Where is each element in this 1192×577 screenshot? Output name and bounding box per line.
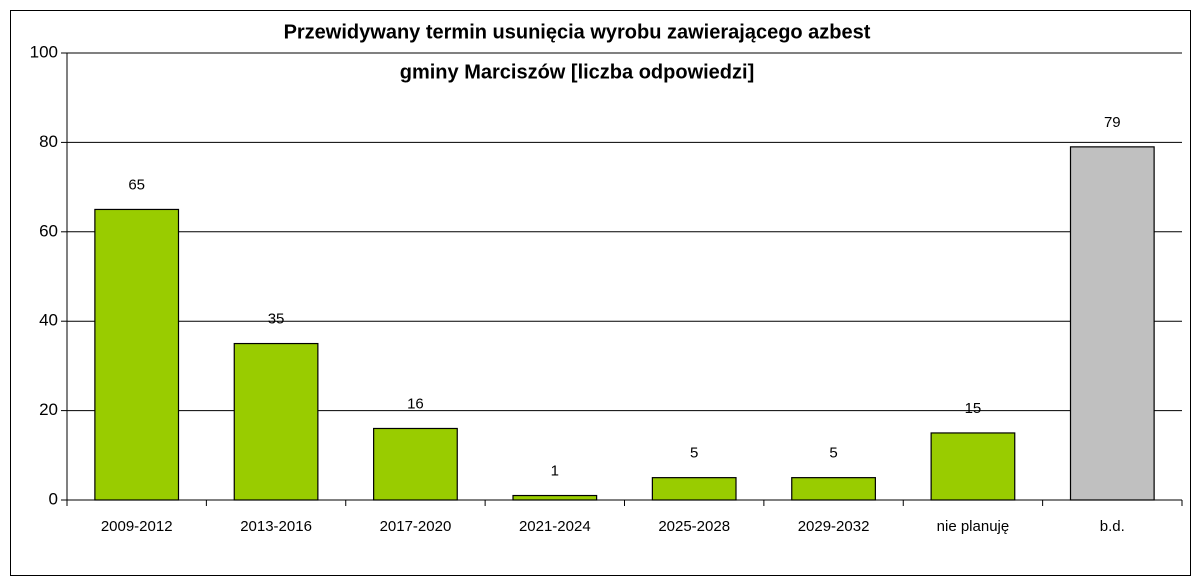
bar — [1069, 146, 1155, 501]
bar — [930, 432, 1016, 501]
bar — [233, 342, 319, 501]
bar — [94, 208, 180, 501]
chart-title: Przewidywany termin usunięcia wyrobu zaw… — [284, 21, 871, 43]
x-tick-label: 2021-2024 — [519, 518, 591, 535]
x-tick-label: b.d. — [1100, 518, 1125, 535]
x-tick-label: 2009-2012 — [101, 518, 173, 535]
bar — [373, 427, 458, 501]
x-tick-label: nie planuję — [937, 518, 1010, 535]
y-tick-label: 20 — [39, 400, 58, 419]
bar — [651, 477, 737, 501]
x-tick-label: 2013-2016 — [240, 518, 312, 535]
chart-title: gminy Marciszów [liczba odpowiedzi] — [400, 61, 754, 83]
bar — [512, 494, 598, 501]
value-label: 5 — [829, 445, 837, 462]
y-tick-label: 80 — [39, 132, 58, 151]
bar — [791, 477, 876, 501]
x-tick-label: 2029-2032 — [798, 518, 870, 535]
value-label: 1 — [551, 462, 559, 479]
value-label: 15 — [965, 400, 982, 417]
value-label: 16 — [407, 395, 424, 412]
value-label: 5 — [690, 445, 698, 462]
x-tick-label: 2017-2020 — [380, 518, 452, 535]
y-tick-label: 0 — [49, 489, 58, 508]
x-tick-label: 2025-2028 — [658, 518, 730, 535]
value-label: 65 — [128, 176, 145, 193]
y-tick-label: 60 — [39, 221, 58, 240]
value-label: 35 — [268, 311, 285, 328]
value-label: 79 — [1104, 114, 1121, 131]
chart-frame — [10, 10, 1191, 576]
y-tick-label: 100 — [30, 42, 58, 61]
y-tick-label: 40 — [39, 311, 58, 330]
